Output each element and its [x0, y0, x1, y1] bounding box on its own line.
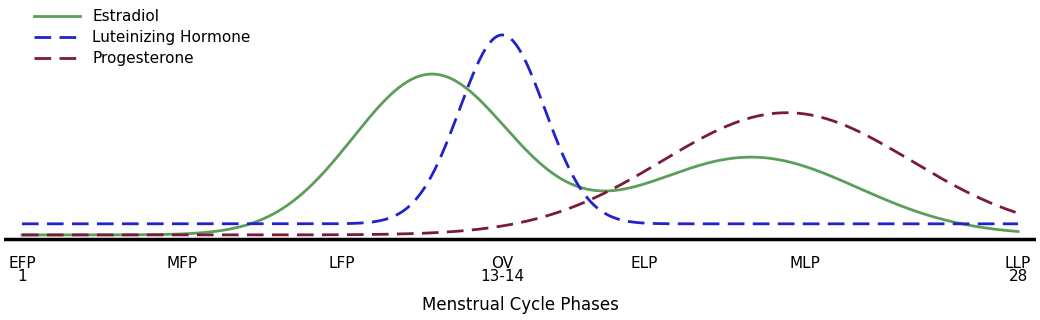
- Text: ELP: ELP: [631, 256, 658, 271]
- Legend: Estradiol, Luteinizing Hormone, Progesterone: Estradiol, Luteinizing Hormone, Progeste…: [28, 3, 257, 73]
- Text: MLP: MLP: [789, 256, 820, 271]
- Text: 1: 1: [17, 269, 27, 284]
- Text: LFP: LFP: [329, 256, 356, 271]
- Text: 28: 28: [1009, 269, 1028, 284]
- Text: OV: OV: [491, 256, 514, 271]
- Text: LLP: LLP: [1005, 256, 1032, 271]
- Text: Menstrual Cycle Phases: Menstrual Cycle Phases: [421, 296, 619, 314]
- Text: 13-14: 13-14: [480, 269, 524, 284]
- Text: MFP: MFP: [166, 256, 198, 271]
- Text: EFP: EFP: [8, 256, 35, 271]
